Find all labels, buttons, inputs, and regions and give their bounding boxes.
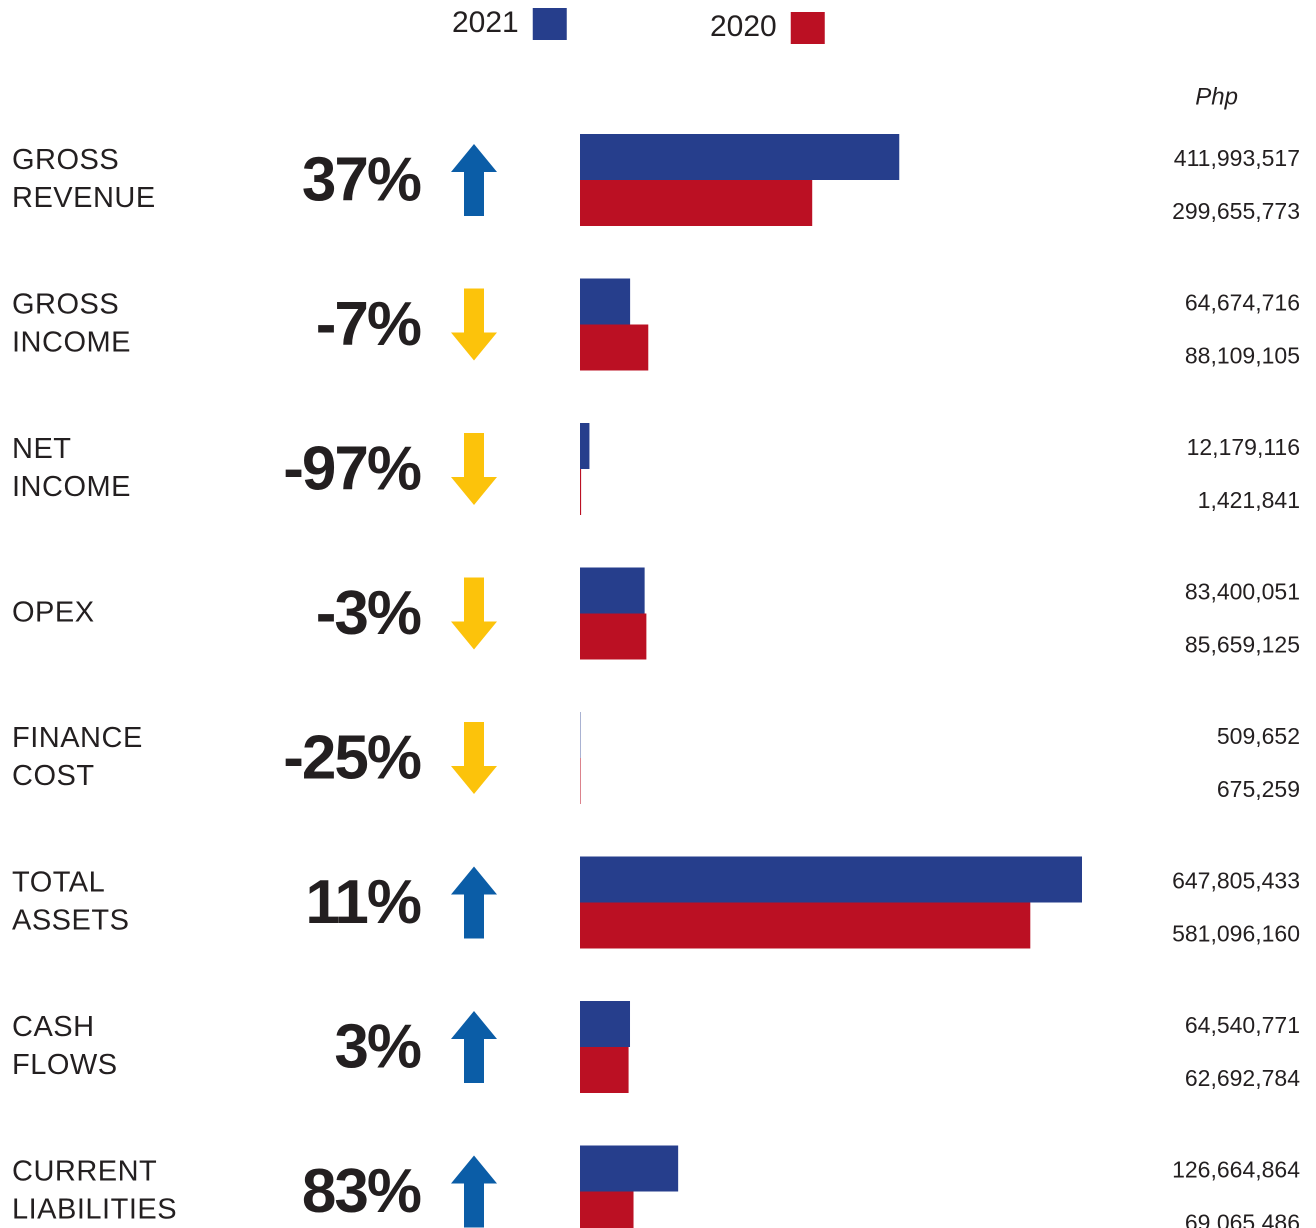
value-label: 299,655,773	[1172, 198, 1300, 224]
arrow-up	[451, 1011, 497, 1083]
bar	[580, 1047, 629, 1093]
change-label: 83%	[302, 1157, 421, 1226]
value-label: 88,109,105	[1185, 343, 1300, 369]
arrow-up	[451, 866, 497, 939]
legend-swatch	[790, 12, 825, 44]
category-line: CASH	[12, 1011, 95, 1043]
bar	[580, 613, 647, 660]
change-label: 11%	[305, 868, 421, 937]
bar	[580, 278, 631, 325]
category-line: CURRENT	[12, 1155, 157, 1187]
category-label: NET INCOME	[12, 433, 131, 503]
category-label: TOTAL ASSETS	[12, 866, 129, 936]
bar	[580, 134, 900, 180]
change-label: -97%	[283, 434, 421, 503]
category-label: CASH FLOWS	[12, 1011, 118, 1081]
category-line: COST	[12, 760, 95, 792]
value-label: 85,659,125	[1185, 632, 1300, 658]
change-label: -3%	[316, 579, 421, 648]
value-label: 1,421,841	[1198, 487, 1300, 513]
unit-label: Php	[1195, 83, 1238, 110]
category-label: OPEX	[12, 596, 95, 628]
legend-label: 2021	[452, 6, 519, 39]
category-line: OPEX	[12, 596, 95, 628]
value-label: 126,664,864	[1172, 1157, 1300, 1183]
bar	[580, 758, 581, 804]
category-line: REVENUE	[12, 182, 156, 214]
bar	[580, 423, 590, 469]
category-line: INCOME	[12, 471, 131, 503]
arrow-down	[451, 722, 497, 794]
change-label: 3%	[334, 1012, 420, 1081]
arrow-up	[451, 144, 497, 216]
arrow-up	[451, 1155, 497, 1228]
value-label: 64,674,716	[1185, 290, 1300, 316]
arrow-down	[451, 577, 497, 650]
bar	[580, 324, 649, 371]
value-label: 12,179,116	[1187, 434, 1300, 460]
category-line: NET	[12, 433, 72, 465]
bar	[580, 902, 1031, 949]
legend-swatch	[532, 8, 567, 40]
category-label: FINANCE COST	[12, 722, 143, 792]
bar	[580, 567, 645, 614]
arrow-down	[451, 288, 497, 361]
value-label: 62,692,784	[1185, 1065, 1300, 1091]
value-label: 675,259	[1217, 776, 1300, 802]
bar	[580, 180, 813, 226]
value-label: 411,993,517	[1174, 145, 1300, 171]
category-label: GROSS REVENUE	[12, 144, 156, 214]
value-label: 581,096,160	[1172, 921, 1300, 947]
category-line: GROSS	[12, 288, 119, 320]
category-label: CURRENT LIABILITIES	[12, 1155, 177, 1225]
bar	[580, 856, 1082, 903]
change-label: -7%	[316, 290, 421, 359]
value-label: 69,065,486	[1185, 1210, 1300, 1228]
change-label: 37%	[302, 145, 421, 214]
change-label: -25%	[283, 723, 421, 792]
bar	[580, 469, 582, 515]
arrow-down	[451, 433, 497, 505]
value-label: 647,805,433	[1172, 868, 1300, 894]
category-label: GROSS INCOME	[12, 288, 131, 358]
bar	[580, 1145, 679, 1192]
bar	[580, 1001, 631, 1047]
category-line: FLOWS	[12, 1049, 118, 1081]
category-line: GROSS	[12, 144, 119, 176]
category-line: ASSETS	[12, 904, 129, 936]
value-label: 83,400,051	[1185, 579, 1300, 605]
category-line: FINANCE	[12, 722, 143, 754]
value-label: 509,652	[1217, 723, 1300, 749]
value-label: 64,540,771	[1185, 1012, 1300, 1038]
category-line: INCOME	[12, 326, 131, 358]
category-line: LIABILITIES	[12, 1193, 177, 1225]
category-line: TOTAL	[12, 866, 105, 898]
legend-label: 2020	[710, 10, 777, 43]
bar	[580, 1191, 634, 1228]
